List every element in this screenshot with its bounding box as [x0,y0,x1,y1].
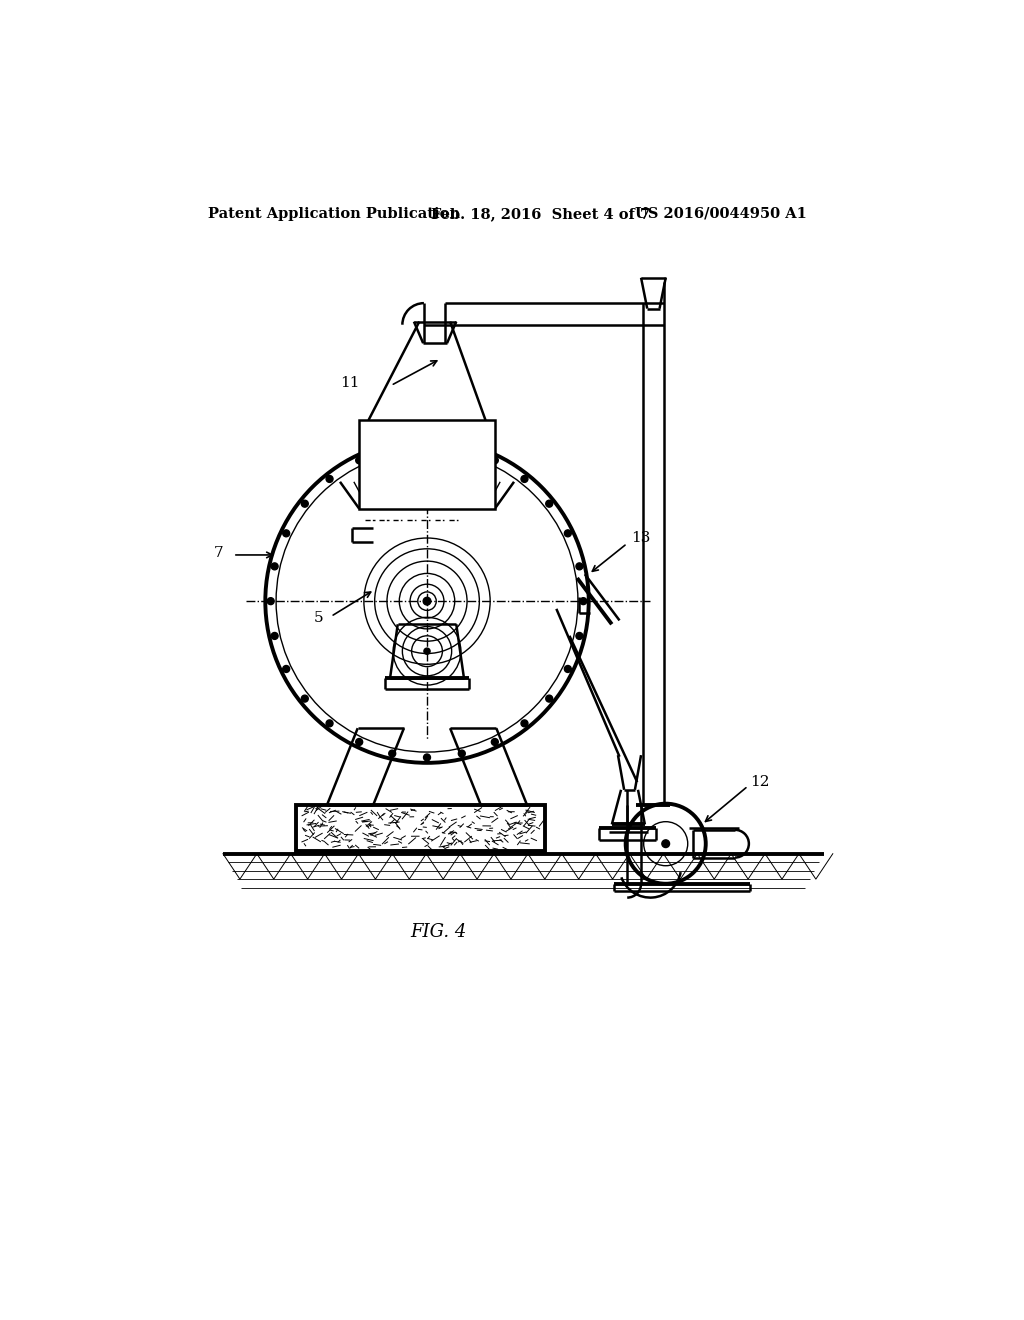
Circle shape [459,445,465,453]
Circle shape [662,840,670,847]
Circle shape [575,632,583,639]
Circle shape [271,632,279,639]
Circle shape [424,648,430,655]
Text: 13: 13 [631,531,650,545]
Circle shape [424,441,430,449]
Circle shape [521,719,528,727]
Circle shape [355,738,362,746]
Circle shape [301,696,308,702]
Circle shape [521,475,528,482]
Circle shape [389,445,395,453]
Circle shape [492,738,499,746]
Circle shape [389,750,395,756]
Circle shape [267,598,274,605]
Circle shape [546,500,553,507]
Text: US 2016/0044950 A1: US 2016/0044950 A1 [635,207,807,220]
Circle shape [301,500,308,507]
Text: FIG. 4: FIG. 4 [411,923,467,941]
Text: 12: 12 [751,775,770,789]
Circle shape [283,665,290,672]
Circle shape [575,562,583,570]
Text: 11: 11 [341,376,360,391]
Circle shape [326,719,333,727]
Circle shape [546,696,553,702]
Circle shape [326,475,333,482]
Circle shape [564,665,571,672]
Circle shape [564,529,571,537]
Circle shape [355,457,362,463]
Text: Feb. 18, 2016  Sheet 4 of 7: Feb. 18, 2016 Sheet 4 of 7 [431,207,650,220]
Circle shape [580,598,587,605]
Text: 7: 7 [213,546,223,561]
Circle shape [283,529,290,537]
Text: 5: 5 [313,611,323,626]
Bar [359,420,495,508]
Circle shape [271,562,279,570]
Bar [296,805,545,851]
Circle shape [423,597,431,605]
Text: Patent Application Publication: Patent Application Publication [208,207,460,220]
Circle shape [492,457,499,463]
Circle shape [424,754,430,760]
Circle shape [459,750,465,756]
